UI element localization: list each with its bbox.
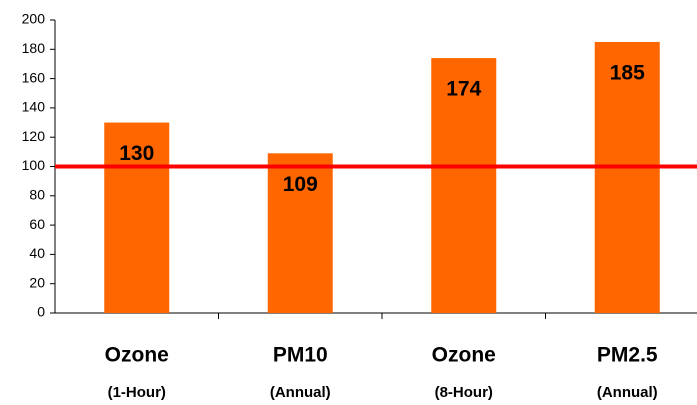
value-label: 109 bbox=[283, 173, 318, 196]
value-label: 174 bbox=[446, 78, 481, 101]
y-tick-label: 0 bbox=[37, 304, 45, 320]
y-tick-label: 120 bbox=[22, 128, 46, 144]
bar bbox=[594, 41, 660, 313]
y-tick-label: 100 bbox=[22, 157, 46, 173]
y-tick-label: 20 bbox=[29, 274, 45, 290]
y-tick-label: 80 bbox=[29, 187, 45, 203]
x-tick-note: (Annual) bbox=[597, 384, 658, 401]
bar bbox=[267, 153, 333, 313]
y-tick-label: 60 bbox=[29, 216, 45, 232]
y-tick-label: 140 bbox=[22, 99, 46, 115]
x-tick-note: (8-Hour) bbox=[435, 384, 493, 401]
y-tick-label: 200 bbox=[22, 11, 46, 27]
x-tick-note: (Annual) bbox=[270, 384, 331, 401]
value-label: 185 bbox=[610, 62, 645, 85]
x-tick-label: Ozone bbox=[105, 344, 169, 367]
x-tick-note: (1-Hour) bbox=[108, 384, 166, 401]
bar bbox=[431, 58, 497, 314]
x-tick-label: PM10 bbox=[273, 344, 328, 367]
x-tick-label: PM2.5 bbox=[597, 344, 658, 367]
y-tick-label: 160 bbox=[22, 69, 46, 85]
y-tick-label: 180 bbox=[22, 40, 46, 56]
y-tick-label: 40 bbox=[29, 245, 45, 261]
bar bbox=[104, 122, 170, 313]
value-label: 130 bbox=[119, 142, 154, 165]
x-tick-label: Ozone bbox=[432, 344, 496, 367]
